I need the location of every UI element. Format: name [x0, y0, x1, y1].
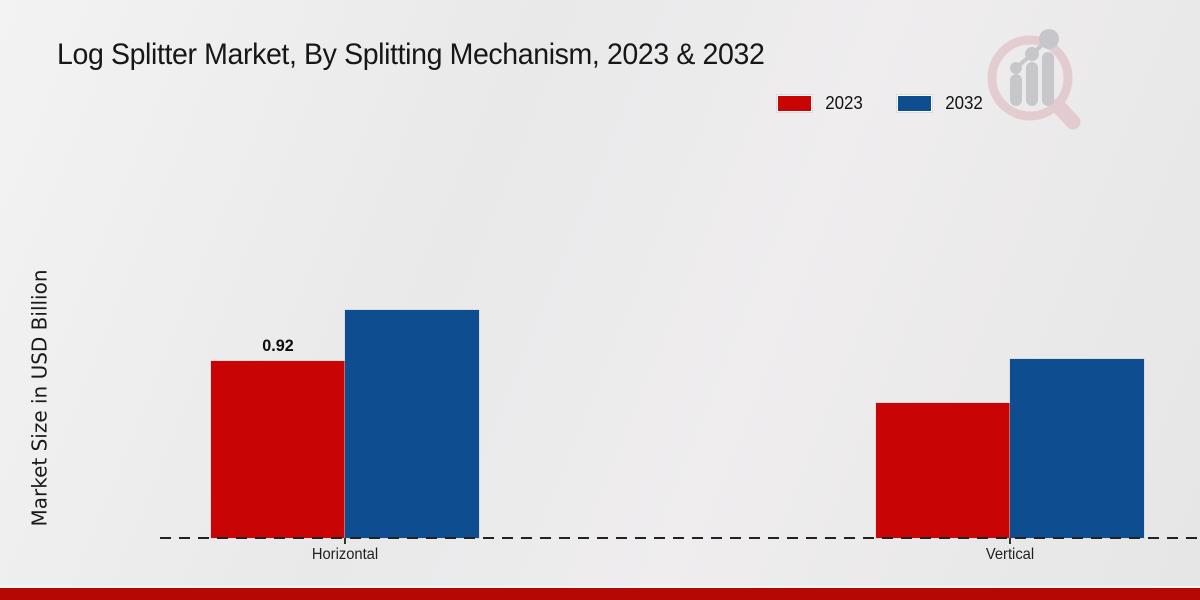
y-axis-label: Market Size in USD Billion — [28, 268, 52, 527]
legend-label-2032: 2032 — [945, 93, 983, 113]
plot-area: Horizontal Vertical 0.92 — [160, 268, 1197, 563]
chart-title: Log Splitter Market, By Splitting Mechan… — [57, 38, 765, 71]
legend-swatch-2032 — [898, 96, 932, 111]
legend-item-2023: 2023 — [778, 93, 864, 114]
legend-item-2032: 2032 — [898, 93, 984, 114]
brand-bar — [0, 586, 1200, 600]
magnifier-bar-chart-icon — [987, 29, 1081, 130]
x-axis-category-label-horizontal: Horizontal — [311, 546, 379, 563]
bar-group-vertical — [876, 268, 1144, 538]
legend: 2023 2032 — [778, 93, 984, 114]
y-axis-label-wrap: Market Size in USD Billion — [20, 235, 60, 560]
bar-group-horizontal — [211, 268, 479, 538]
legend-label-2023: 2023 — [825, 93, 863, 113]
bar-2023-vertical — [876, 403, 1010, 538]
bar-2023-horizontal — [211, 360, 345, 538]
x-axis-tick-horizontal — [344, 538, 346, 544]
bar-2032-vertical — [1010, 358, 1144, 538]
x-axis-baseline — [160, 537, 1197, 539]
x-axis-category-label-vertical: Vertical — [985, 546, 1035, 563]
bar-2032-horizontal — [345, 310, 479, 538]
x-axis-tick-vertical — [1009, 538, 1011, 544]
bar-value-label-2023-horizontal: 0.92 — [262, 335, 294, 355]
legend-swatch-2023 — [778, 96, 811, 111]
